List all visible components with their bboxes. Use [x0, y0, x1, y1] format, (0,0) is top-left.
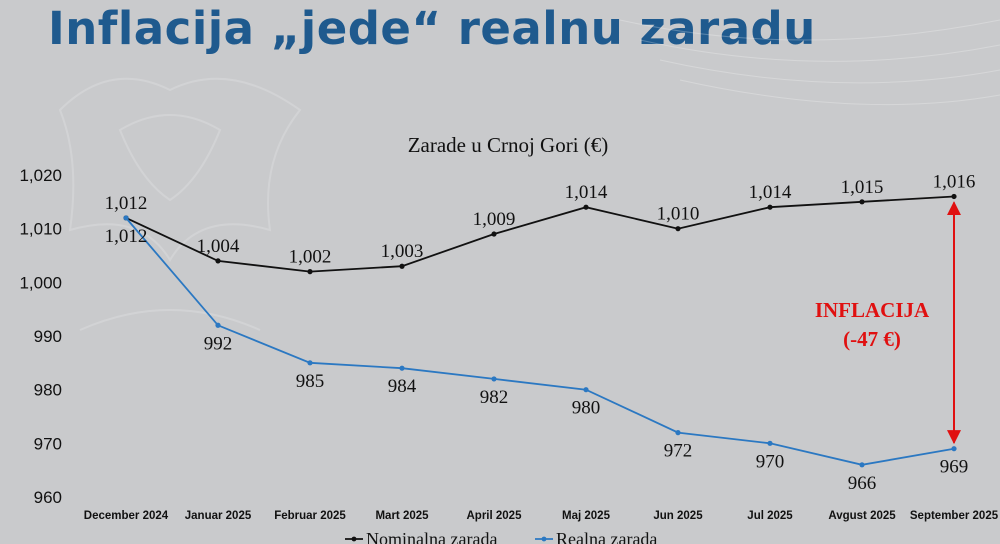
data-point [951, 446, 957, 452]
slide-title: Inflacija „jede“ realnu zaradu [48, 2, 816, 55]
y-tick-label: 1,010 [19, 220, 62, 239]
data-label: 1,014 [565, 182, 608, 203]
data-label: 980 [572, 398, 601, 419]
data-label: 1,014 [749, 182, 792, 203]
inflation-annotation: INFLACIJA (-47 €) [815, 201, 961, 445]
data-label: 970 [756, 451, 785, 472]
data-point [307, 360, 313, 366]
y-tick-label: 960 [34, 488, 62, 507]
data-label: 1,012 [105, 193, 148, 214]
data-point [859, 199, 865, 205]
data-label: 966 [848, 473, 877, 494]
legend: Nominalna zarada Realna zarada [345, 529, 657, 544]
data-point [491, 231, 497, 237]
data-label: 1,010 [657, 204, 700, 225]
data-point [215, 322, 221, 328]
x-tick-label: Maj 2025 [562, 510, 611, 522]
data-point [767, 440, 773, 446]
data-label: 972 [664, 441, 693, 462]
y-tick-label: 1,020 [19, 166, 62, 185]
data-label: 982 [480, 387, 509, 408]
data-label: 1,015 [841, 177, 884, 198]
x-axis: December 2024 Januar 2025 Februar 2025 Mart… [84, 510, 999, 522]
data-label: 992 [204, 333, 233, 354]
x-tick-label: Jul 2025 [747, 510, 793, 522]
data-label: 969 [940, 457, 969, 478]
legend-item: Realna zarada [535, 529, 657, 544]
x-tick-label: December 2024 [84, 510, 169, 522]
data-label: 985 [296, 371, 325, 392]
data-point [399, 365, 405, 371]
x-tick-label: Mart 2025 [375, 510, 429, 522]
x-tick-label: September 2025 [910, 510, 999, 522]
data-point [767, 204, 773, 210]
data-point [951, 193, 957, 200]
x-tick-label: Januar 2025 [185, 510, 252, 522]
x-tick-label: April 2025 [467, 510, 523, 522]
y-axis: 960 970 980 990 1,000 1,010 1,020 [19, 166, 62, 507]
x-tick-label: Februar 2025 [274, 510, 346, 522]
series-layer: 1,012 1,004 1,002 1,003 1,009 1,014 1,010 1,014… [105, 171, 976, 493]
legend-label: Nominalna zarada [366, 529, 497, 544]
y-tick-label: 980 [34, 381, 62, 400]
x-tick-label: Jun 2025 [653, 510, 703, 522]
data-label: 1,004 [197, 236, 240, 257]
annotation-text: (-47 €) [843, 327, 901, 351]
y-tick-label: 1,000 [19, 273, 62, 292]
data-label: 1,016 [933, 171, 976, 192]
y-tick-label: 990 [34, 327, 62, 346]
data-point [123, 215, 129, 221]
data-point [675, 226, 681, 232]
series-line-1 [125, 217, 955, 466]
data-point [583, 204, 589, 210]
data-point [675, 430, 681, 436]
data-label: 1,009 [473, 209, 516, 230]
data-point [491, 376, 497, 382]
watermark-emblem [58, 77, 302, 331]
data-point [215, 258, 221, 264]
x-tick-label: Avgust 2025 [828, 510, 896, 522]
legend-marker [351, 536, 357, 542]
legend-item: Nominalna zarada [345, 529, 497, 544]
data-point [399, 263, 405, 269]
data-point [583, 387, 589, 393]
data-point [307, 269, 313, 275]
data-point [859, 462, 865, 468]
chart-title: Zarade u Crnoj Gori (€) [408, 133, 609, 157]
data-label: 984 [388, 376, 417, 397]
legend-label: Realna zarada [556, 529, 657, 544]
legend-marker [541, 536, 547, 542]
y-tick-label: 970 [34, 434, 62, 453]
series-line-0 [125, 195, 955, 273]
data-label: 1,002 [289, 247, 332, 268]
data-label: 1,012 [105, 226, 148, 247]
watermark-dots [619, 19, 1000, 106]
data-label: 1,003 [381, 241, 424, 262]
annotation-text: INFLACIJA [815, 298, 930, 322]
